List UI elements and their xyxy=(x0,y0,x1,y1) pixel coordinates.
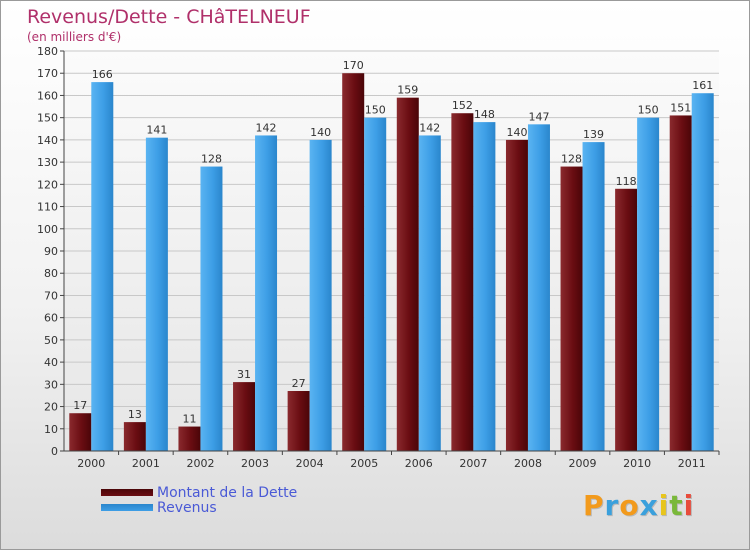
bar-dette xyxy=(396,97,419,452)
bar-revenus xyxy=(309,139,332,451)
y-tick-label: 70 xyxy=(44,289,58,302)
bar-dette xyxy=(123,422,146,451)
x-tick-label: 2001 xyxy=(132,457,160,470)
data-label-dette: 27 xyxy=(292,377,306,390)
y-tick-label: 100 xyxy=(37,223,58,236)
data-label-dette: 159 xyxy=(397,84,418,97)
bar-dette xyxy=(342,73,365,451)
logo-letter: r xyxy=(604,489,620,522)
bar-revenus xyxy=(473,122,496,451)
bar-dette xyxy=(178,426,201,451)
chart-title: Revenus/Dette - CHâTELNEUF xyxy=(27,6,311,28)
bar-dette xyxy=(560,166,583,452)
data-label-revenus: 150 xyxy=(365,104,386,117)
data-label-dette: 128 xyxy=(561,153,582,166)
y-tick-label: 90 xyxy=(44,245,58,258)
y-tick-label: 170 xyxy=(37,67,58,80)
bar-revenus xyxy=(418,135,441,451)
legend-label-revenus: Revenus xyxy=(157,500,217,516)
bar-revenus xyxy=(200,166,223,452)
x-tick-label: 2000 xyxy=(77,457,105,470)
data-label-revenus: 161 xyxy=(692,79,713,92)
proxiti-logo: Proxiti xyxy=(583,489,694,522)
bar-revenus xyxy=(364,117,387,452)
x-tick-label: 2003 xyxy=(241,457,269,470)
data-label-dette: 31 xyxy=(237,368,251,381)
logo-letter: i xyxy=(683,489,695,522)
y-tick-label: 130 xyxy=(37,156,58,169)
y-tick-label: 0 xyxy=(51,445,58,458)
bar-dette xyxy=(287,391,310,451)
bar-dette xyxy=(451,113,474,451)
x-tick-label: 2009 xyxy=(569,457,597,470)
data-label-revenus: 139 xyxy=(583,128,604,141)
y-tick-label: 60 xyxy=(44,312,58,325)
y-tick-label: 150 xyxy=(37,112,58,125)
y-tick-label: 30 xyxy=(44,378,58,391)
y-tick-label: 40 xyxy=(44,356,58,369)
data-label-dette: 17 xyxy=(73,399,87,412)
data-label-dette: 140 xyxy=(506,126,527,139)
chart-subtitle: (en milliers d'€) xyxy=(27,30,122,44)
data-label-dette: 13 xyxy=(128,408,142,421)
y-tick-label: 140 xyxy=(37,134,58,147)
x-tick-label: 2010 xyxy=(623,457,651,470)
bar-revenus xyxy=(582,142,605,451)
legend-swatch-dette xyxy=(101,489,153,496)
x-tick-label: 2011 xyxy=(678,457,706,470)
y-tick-label: 160 xyxy=(37,89,58,102)
y-tick-label: 50 xyxy=(44,334,58,347)
bar-revenus xyxy=(255,135,278,451)
x-tick-label: 2002 xyxy=(186,457,214,470)
bar-revenus xyxy=(637,117,660,452)
data-label-revenus: 148 xyxy=(474,108,495,121)
logo-letter: o xyxy=(619,489,640,522)
x-tick-label: 2004 xyxy=(296,457,324,470)
data-label-dette: 118 xyxy=(616,175,637,188)
y-tick-label: 120 xyxy=(37,178,58,191)
y-tick-label: 10 xyxy=(44,423,58,436)
data-label-dette: 151 xyxy=(670,101,691,114)
x-tick-label: 2007 xyxy=(459,457,487,470)
bar-revenus xyxy=(91,82,114,451)
data-label-revenus: 141 xyxy=(146,124,167,137)
logo-letter: x xyxy=(639,489,659,522)
bar-dette xyxy=(69,413,92,451)
data-label-revenus: 142 xyxy=(256,121,277,134)
y-tick-label: 110 xyxy=(37,201,58,214)
logo-letter: t xyxy=(669,489,684,522)
bar-dette xyxy=(615,188,638,451)
bar-dette xyxy=(505,139,528,451)
y-tick-label: 180 xyxy=(37,45,58,58)
x-tick-label: 2008 xyxy=(514,457,542,470)
data-label-revenus: 140 xyxy=(310,126,331,139)
bar-dette xyxy=(233,382,256,451)
data-label-revenus: 128 xyxy=(201,153,222,166)
logo-letter: i xyxy=(658,489,670,522)
data-label-dette: 152 xyxy=(452,99,473,112)
data-label-revenus: 166 xyxy=(92,68,113,81)
data-label-dette: 170 xyxy=(343,59,364,72)
bar-revenus xyxy=(691,93,714,451)
data-label-dette: 11 xyxy=(182,413,196,426)
bar-dette xyxy=(669,115,692,451)
data-label-revenus: 142 xyxy=(419,121,440,134)
data-label-revenus: 147 xyxy=(528,110,549,123)
data-label-revenus: 150 xyxy=(638,104,659,117)
bar-revenus xyxy=(527,124,550,451)
logo-letter: P xyxy=(583,489,605,522)
legend-label-dette: Montant de la Dette xyxy=(157,485,298,501)
y-tick-label: 20 xyxy=(44,401,58,414)
x-tick-label: 2006 xyxy=(405,457,433,470)
y-tick-label: 80 xyxy=(44,267,58,280)
bar-revenus xyxy=(145,137,168,451)
legend-swatch-revenus xyxy=(101,504,153,511)
x-tick-label: 2005 xyxy=(350,457,378,470)
